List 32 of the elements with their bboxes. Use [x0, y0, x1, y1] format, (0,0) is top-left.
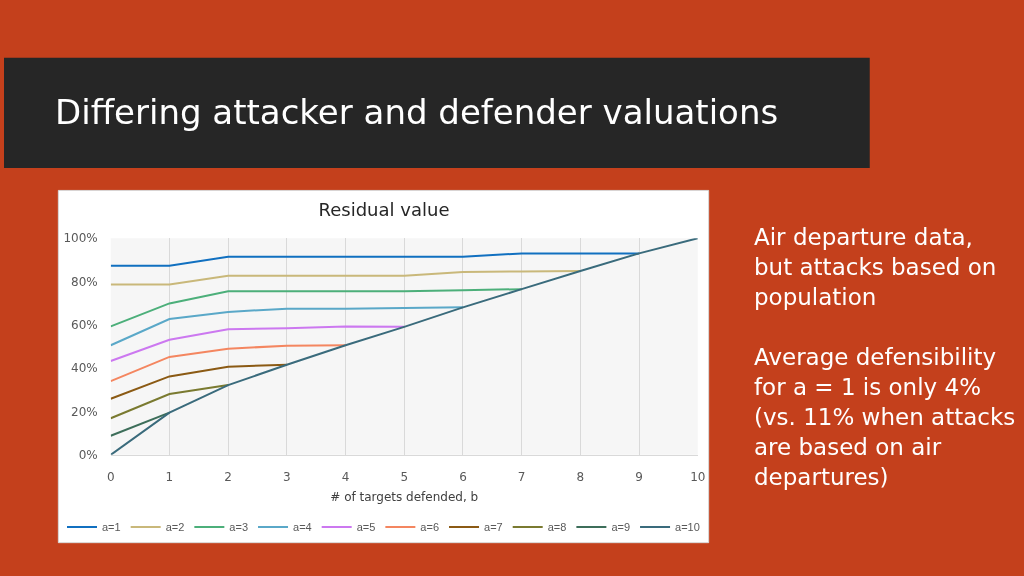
y-tick-label: 80% [71, 274, 98, 289]
text: Differing attacker and defender valuations [55, 92, 779, 132]
x-tick-label: 9 [635, 470, 643, 485]
x-tick-label: 3 [283, 470, 291, 485]
x-tick-label: 2 [224, 470, 232, 485]
legend-label: a=5 [356, 521, 376, 534]
x-tick-label: 5 [400, 470, 409, 485]
legend-label: a=1 [102, 521, 121, 534]
legend-label: a=7 [484, 521, 503, 534]
x-tick-label: 8 [576, 470, 585, 485]
legend-label: a=6 [420, 521, 440, 534]
legend-label: a=10 [675, 521, 700, 534]
x-tick-label: 4 [341, 470, 350, 485]
y-tick-label: 20% [71, 404, 98, 419]
y-tick-label: 100% [63, 231, 98, 246]
legend-label: a=2 [165, 521, 185, 534]
legend-label: a=8 [547, 521, 567, 534]
x-tick-label: 10 [690, 470, 706, 485]
x-axis-title: # of targets defended, b [330, 490, 479, 505]
chart-title: Residual value [318, 199, 450, 221]
x-tick-label: 7 [517, 470, 526, 485]
text: Average defensibility for a = 1 is only 4% (vs. 11% when attacks are based on air departures) [754, 344, 1016, 490]
x-tick-label: 6 [459, 470, 467, 485]
x-tick-label: 1 [165, 470, 174, 485]
y-tick-label: 0% [78, 448, 98, 463]
legend-label: a=4 [293, 521, 312, 534]
legend-label: a=9 [611, 521, 631, 534]
legend-label: a=3 [229, 521, 249, 534]
x-tick-label: 0 [106, 470, 115, 485]
text: Air departure data, but attacks based on population [754, 224, 997, 310]
y-tick-label: 40% [71, 361, 98, 376]
y-tick-label: 60% [71, 318, 98, 333]
